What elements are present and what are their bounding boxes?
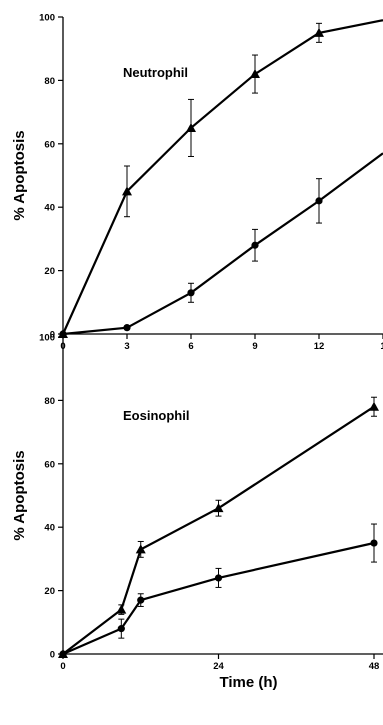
data-point-circle	[370, 539, 378, 547]
data-point-triangle	[369, 401, 379, 411]
series-line	[62, 152, 383, 336]
data-point-circle	[187, 289, 195, 297]
y-axis-label: % Apoptosis	[11, 130, 28, 220]
x-tick-label: 1	[380, 341, 383, 352]
data-point-circle	[214, 574, 223, 582]
y-tick-label: 60	[44, 139, 55, 150]
series-triangle	[58, 396, 379, 658]
data-point-triangle	[213, 503, 224, 513]
x-axis-label: Time (h)	[219, 674, 277, 691]
series-triangle	[58, 19, 383, 338]
y-tick-label: 20	[44, 586, 55, 597]
y-tick-label: 60	[44, 459, 55, 470]
series-line	[62, 541, 375, 656]
x-tick-label: 3	[124, 341, 129, 352]
y-tick-label: 40	[44, 523, 55, 534]
y-tick-label: 100	[39, 13, 55, 24]
data-point-circle	[137, 596, 145, 604]
panel-title: Eosinophil	[123, 408, 189, 423]
data-point-triangle	[122, 186, 132, 196]
data-point-circle	[59, 650, 67, 658]
y-axis-label: % Apoptosis	[11, 450, 28, 540]
y-tick-label: 20	[44, 266, 55, 277]
data-point-triangle	[250, 69, 260, 79]
panel-title: Neutrophil	[123, 65, 188, 80]
y-tick-label: 80	[44, 76, 55, 87]
data-point-triangle	[135, 544, 146, 554]
series-circle	[59, 523, 378, 658]
x-tick-label: 24	[213, 661, 224, 672]
y-tick-label: 40	[44, 203, 55, 214]
x-tick-label: 48	[369, 661, 380, 672]
data-point-triangle	[186, 122, 196, 132]
y-tick-label: 0	[50, 650, 55, 661]
data-point-triangle	[314, 27, 324, 37]
x-tick-label: 12	[314, 341, 325, 352]
y-tick-label: 80	[44, 396, 55, 407]
x-tick-label: 6	[188, 341, 193, 352]
y-tick-label: 100	[39, 333, 55, 344]
data-point-circle	[59, 330, 67, 338]
x-tick-label: 9	[252, 341, 257, 352]
data-point-circle	[251, 241, 259, 249]
y-tick-label: 0	[50, 330, 55, 341]
data-point-circle	[315, 197, 323, 205]
data-point-triangle	[116, 604, 127, 614]
series-line	[61, 19, 383, 335]
series-line	[62, 405, 375, 655]
data-point-circle	[123, 324, 131, 332]
series-circle	[59, 152, 383, 338]
x-tick-label: 0	[60, 661, 65, 672]
data-point-circle	[117, 625, 125, 633]
